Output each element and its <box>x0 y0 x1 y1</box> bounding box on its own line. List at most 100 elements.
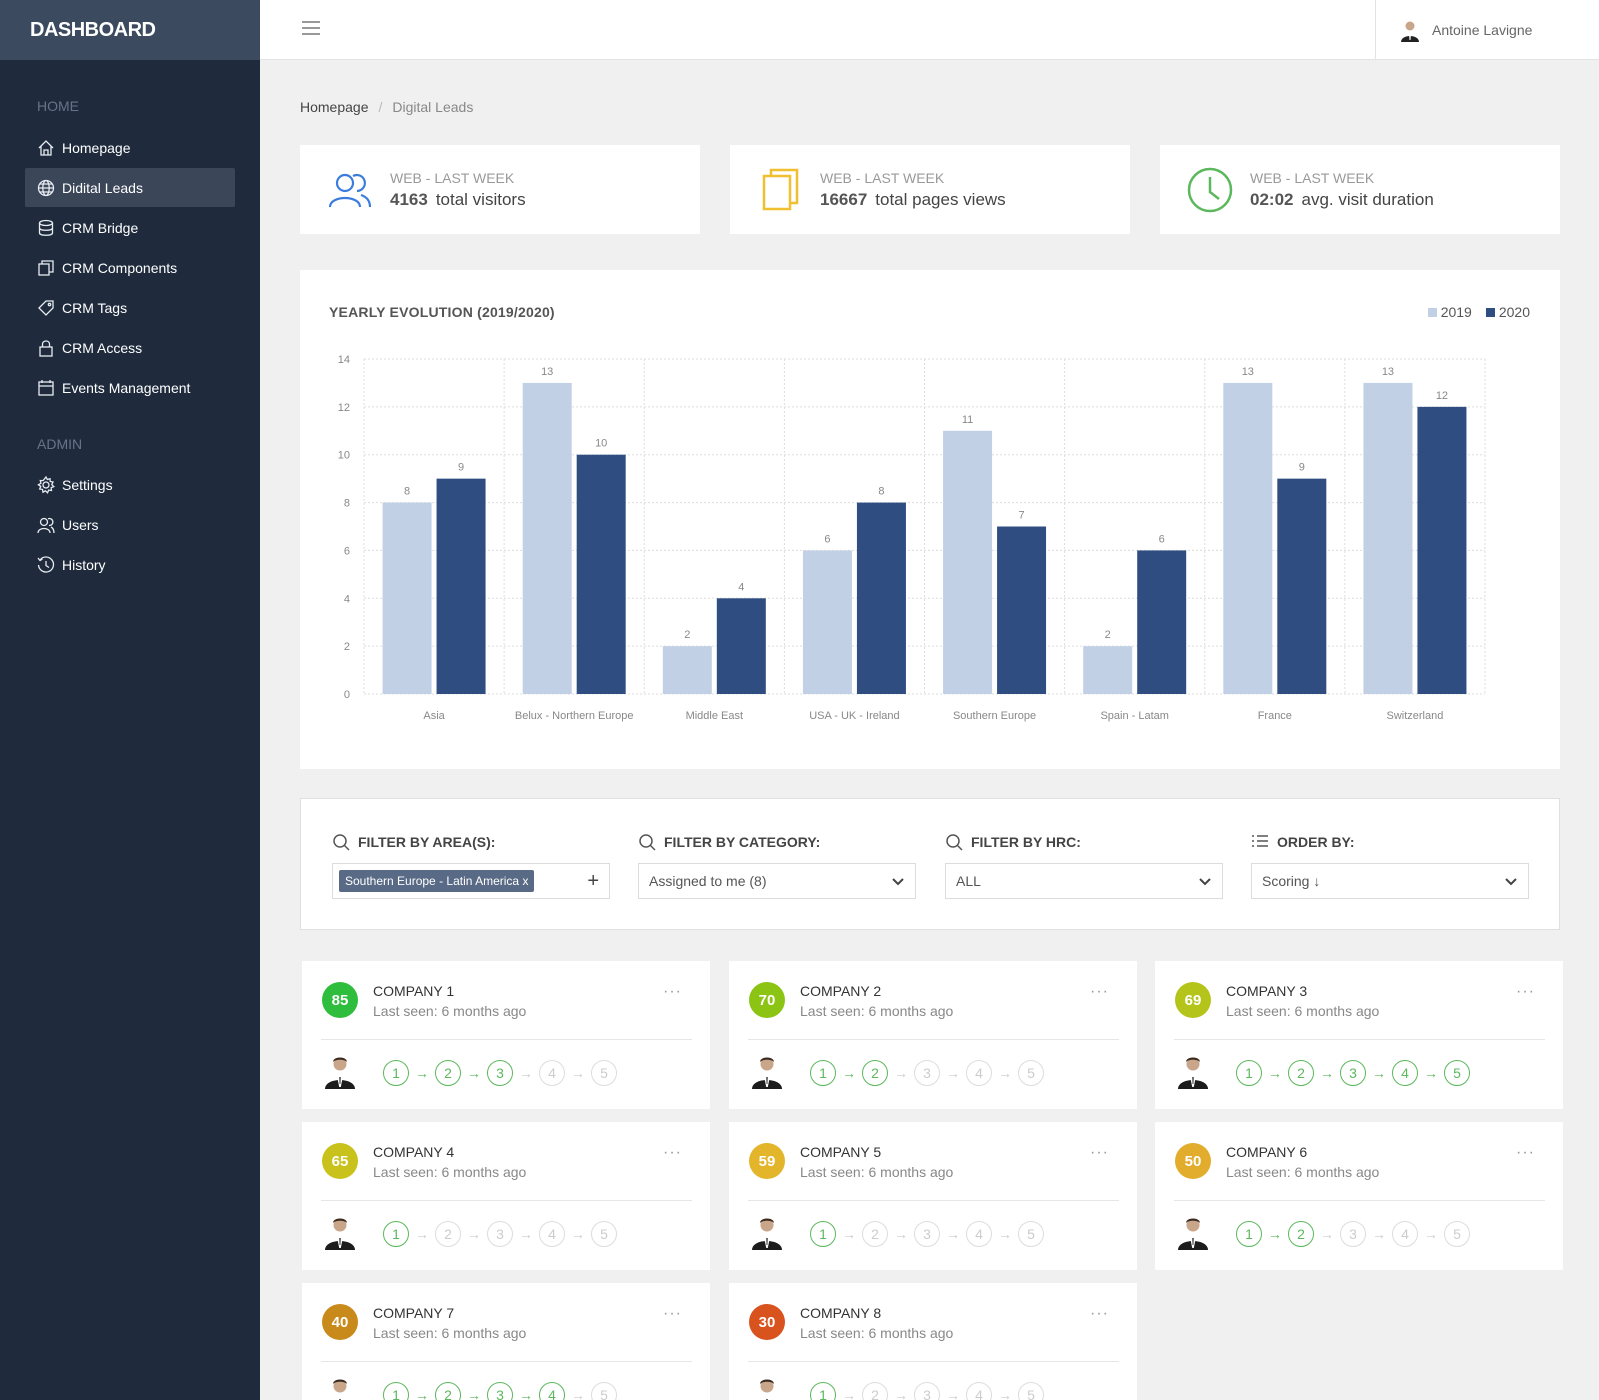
hrc-select[interactable]: ALL <box>945 863 1223 899</box>
data-label: 8 <box>878 486 884 498</box>
pipeline-step[interactable]: 5 <box>1018 1382 1044 1400</box>
arrow-right-icon: → <box>894 1065 908 1081</box>
company-name[interactable]: COMPANY 3 <box>1226 983 1308 999</box>
company-card[interactable]: 65 COMPANY 4 Last seen: 6 months ago ··· 1 → 2… <box>302 1122 710 1270</box>
pipeline-step[interactable]: 3 <box>487 1060 513 1086</box>
pipeline-step[interactable]: 1 <box>1236 1060 1262 1086</box>
sidebar-item-history[interactable]: History <box>25 545 235 584</box>
more-options-icon[interactable]: ··· <box>1516 983 1535 1000</box>
tag-remove-button[interactable]: x <box>522 874 529 888</box>
pipeline-step[interactable]: 2 <box>1288 1060 1314 1086</box>
sidebar-item-homepage[interactable]: Homepage <box>25 128 235 167</box>
company-name[interactable]: COMPANY 7 <box>373 1305 455 1321</box>
pipeline-step[interactable]: 1 <box>383 1382 409 1400</box>
legend-item-2020[interactable]: 2020 <box>1485 304 1530 320</box>
company-card[interactable]: 40 COMPANY 7 Last seen: 6 months ago ··· 1 → 2… <box>302 1283 710 1400</box>
pipeline-step[interactable]: 4 <box>539 1060 565 1086</box>
more-options-icon[interactable]: ··· <box>1090 983 1109 1000</box>
sidebar-item-crm-components[interactable]: CRM Components <box>25 248 235 287</box>
pipeline-step[interactable]: 2 <box>862 1060 888 1086</box>
company-card[interactable]: 30 COMPANY 8 Last seen: 6 months ago ··· 1 → 2… <box>729 1283 1137 1400</box>
pipeline-step[interactable]: 5 <box>1018 1221 1044 1247</box>
data-label: 7 <box>1019 510 1025 522</box>
pipeline-step[interactable]: 4 <box>539 1382 565 1400</box>
pipeline-step[interactable]: 3 <box>914 1382 940 1400</box>
sidebar-item-events-management[interactable]: Events Management <box>25 368 235 407</box>
pipeline-step[interactable]: 3 <box>1340 1221 1366 1247</box>
pipeline-step[interactable]: 5 <box>591 1060 617 1086</box>
pipeline-step[interactable]: 4 <box>1392 1221 1418 1247</box>
pipeline-step[interactable]: 5 <box>1444 1221 1470 1247</box>
sidebar-item-crm-bridge[interactable]: CRM Bridge <box>25 208 235 247</box>
stat-suffix: total pages views <box>875 189 1006 209</box>
company-name[interactable]: COMPANY 4 <box>373 1144 455 1160</box>
company-name[interactable]: COMPANY 1 <box>373 983 455 999</box>
order-select[interactable]: Scoring ↓ <box>1251 863 1529 899</box>
pipeline-step[interactable]: 1 <box>810 1221 836 1247</box>
pipeline-step[interactable]: 5 <box>1018 1060 1044 1086</box>
brand-logo[interactable]: DASHBOARD <box>0 0 260 60</box>
user-menu[interactable]: Antoine Lavigne <box>1375 0 1569 60</box>
pipeline-step[interactable]: 2 <box>435 1060 461 1086</box>
pipeline-step[interactable]: 2 <box>862 1382 888 1400</box>
company-card[interactable]: 85 COMPANY 1 Last seen: 6 months ago ··· 1 → 2… <box>302 961 710 1109</box>
filter-area: FILTER BY AREA(S): Southern Europe - Lat… <box>332 833 610 899</box>
company-name[interactable]: COMPANY 8 <box>800 1305 882 1321</box>
pipeline-step[interactable]: 4 <box>966 1221 992 1247</box>
more-options-icon[interactable]: ··· <box>1090 1144 1109 1161</box>
stat-value: 02:02 <box>1250 189 1294 209</box>
company-card[interactable]: 69 COMPANY 3 Last seen: 6 months ago ··· 1 → 2… <box>1155 961 1563 1109</box>
company-card[interactable]: 50 COMPANY 6 Last seen: 6 months ago ··· 1 → 2… <box>1155 1122 1563 1270</box>
company-name[interactable]: COMPANY 6 <box>1226 1144 1308 1160</box>
data-label: 2 <box>684 629 690 641</box>
more-options-icon[interactable]: ··· <box>663 983 682 1000</box>
company-name[interactable]: COMPANY 5 <box>800 1144 882 1160</box>
sidebar-item-crm-access[interactable]: CRM Access <box>25 328 235 367</box>
sidebar-item-users[interactable]: Users <box>25 505 235 544</box>
data-label: 6 <box>1159 533 1165 545</box>
pipeline-step[interactable]: 4 <box>1392 1060 1418 1086</box>
last-seen: Last seen: 6 months ago <box>373 1325 527 1341</box>
pipeline-step[interactable]: 1 <box>383 1221 409 1247</box>
pipeline-step[interactable]: 3 <box>914 1221 940 1247</box>
pipeline-step[interactable]: 5 <box>1444 1060 1470 1086</box>
pipeline-step[interactable]: 3 <box>487 1382 513 1400</box>
sidebar-item-settings[interactable]: Settings <box>25 465 235 504</box>
breadcrumb-home[interactable]: Homepage <box>300 99 369 115</box>
arrow-right-icon: → <box>946 1065 960 1081</box>
pipeline-step[interactable]: 1 <box>383 1060 409 1086</box>
hamburger-menu-icon[interactable] <box>302 21 320 39</box>
more-options-icon[interactable]: ··· <box>663 1144 682 1161</box>
sidebar-item-didital-leads[interactable]: Didital Leads <box>25 168 235 207</box>
pipeline-step[interactable]: 5 <box>591 1382 617 1400</box>
score-badge: 85 <box>322 982 358 1018</box>
more-options-icon[interactable]: ··· <box>1516 1144 1535 1161</box>
pipeline-step[interactable]: 2 <box>1288 1221 1314 1247</box>
pipeline-step[interactable]: 4 <box>966 1060 992 1086</box>
add-area-button[interactable]: + <box>587 870 599 892</box>
company-name[interactable]: COMPANY 2 <box>800 983 882 999</box>
sidebar-item-crm-tags[interactable]: CRM Tags <box>25 288 235 327</box>
area-multiselect[interactable]: Southern Europe - Latin America x + <box>332 863 610 899</box>
pipeline-step[interactable]: 4 <box>966 1382 992 1400</box>
pipeline-step[interactable]: 1 <box>1236 1221 1262 1247</box>
pipeline-step[interactable]: 1 <box>810 1060 836 1086</box>
category-select[interactable]: Assigned to me (8) <box>638 863 916 899</box>
pipeline-step[interactable]: 3 <box>487 1221 513 1247</box>
bar-2020 <box>1277 478 1327 694</box>
more-options-icon[interactable]: ··· <box>663 1305 682 1322</box>
legend-item-2019[interactable]: 2019 <box>1427 304 1472 320</box>
pipeline-step[interactable]: 2 <box>435 1221 461 1247</box>
pipeline-step[interactable]: 5 <box>591 1221 617 1247</box>
pipeline-step[interactable]: 2 <box>862 1221 888 1247</box>
pipeline-step[interactable]: 3 <box>914 1060 940 1086</box>
pipeline-step[interactable]: 4 <box>539 1221 565 1247</box>
company-card[interactable]: 70 COMPANY 2 Last seen: 6 months ago ··· 1 → 2… <box>729 961 1137 1109</box>
more-options-icon[interactable]: ··· <box>1090 1305 1109 1322</box>
chevron-down-icon <box>1505 878 1517 886</box>
pipeline-step[interactable]: 3 <box>1340 1060 1366 1086</box>
pipeline-step[interactable]: 2 <box>435 1382 461 1400</box>
sidebar: DASHBOARD HOME Homepage Didital Leads CRM … <box>0 0 260 1400</box>
company-card[interactable]: 59 COMPANY 5 Last seen: 6 months ago ··· 1 → 2… <box>729 1122 1137 1270</box>
pipeline-step[interactable]: 1 <box>810 1382 836 1400</box>
